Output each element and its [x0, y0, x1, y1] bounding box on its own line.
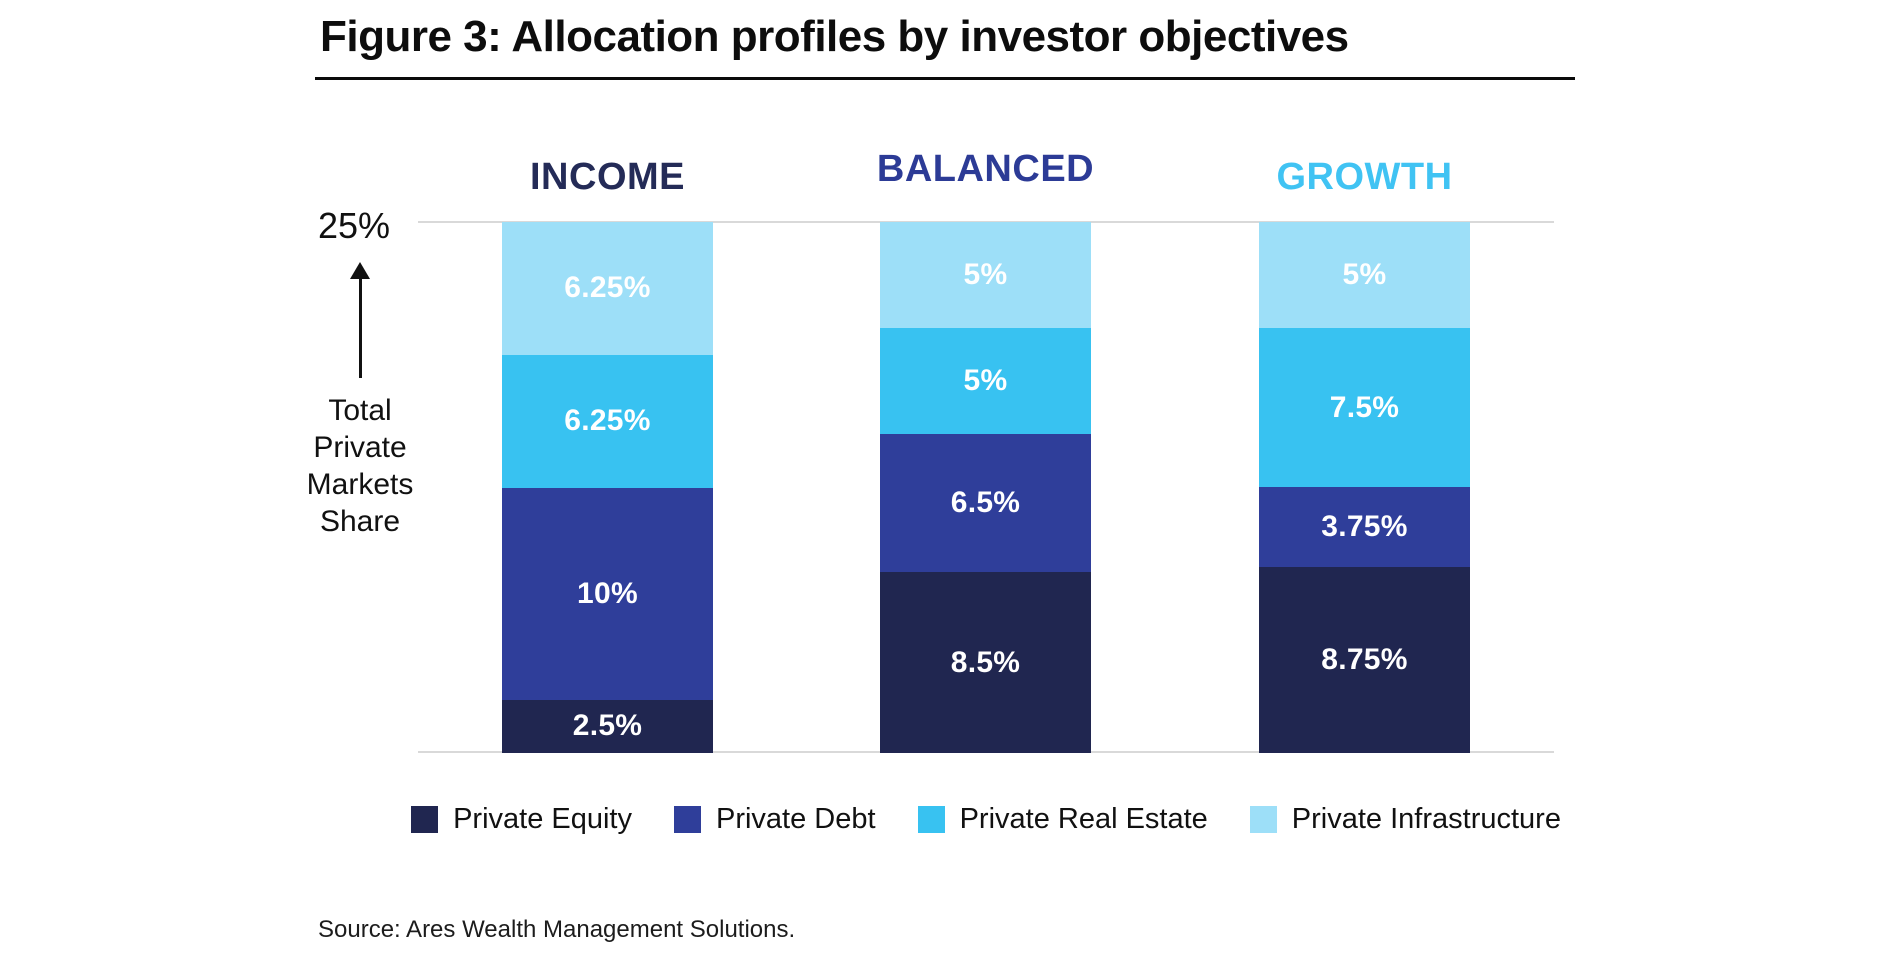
legend-swatch — [917, 806, 945, 833]
segment-value-label: 5% — [963, 364, 1008, 398]
legend-item-private-real-estate: Private Real Estate — [917, 803, 1208, 836]
segment-value-label: 6.5% — [950, 486, 1021, 520]
segment-value-label: 7.5% — [1329, 390, 1400, 424]
y-axis-label: Total Private Markets Share — [306, 394, 414, 538]
legend-label: Private Infrastructure — [1291, 803, 1561, 835]
bar-balanced: 5% 5% 6.5% 8.5% — [880, 222, 1091, 753]
segment-value-label: 8.5% — [950, 645, 1021, 679]
segment-income-private-infrastructure: 6.25% — [502, 222, 713, 355]
legend-label: Private Equity — [453, 803, 632, 835]
segment-value-label: 5% — [963, 258, 1008, 292]
segment-value-label: 6.25% — [564, 271, 651, 305]
segment-income-private-debt: 10% — [502, 487, 713, 700]
arrow-head — [350, 262, 370, 279]
segment-growth-private-equity: 8.75% — [1259, 567, 1470, 753]
segment-growth-private-infrastructure: 5% — [1259, 222, 1470, 329]
bar-income: 6.25% 6.25% 10% 2.5% — [502, 222, 713, 753]
up-arrow-icon — [344, 262, 376, 378]
legend-label: Private Debt — [715, 803, 876, 835]
segment-growth-private-debt: 3.75% — [1259, 487, 1470, 568]
segment-balanced-private-infrastructure: 5% — [880, 222, 1091, 329]
segment-value-label: 8.75% — [1321, 643, 1408, 677]
legend-swatch — [673, 806, 701, 833]
segment-value-label: 3.75% — [1321, 510, 1408, 544]
segment-income-private-equity: 2.5% — [502, 699, 713, 753]
segment-value-label: 10% — [577, 576, 638, 610]
segment-balanced-private-debt: 6.5% — [880, 434, 1091, 573]
legend-swatch — [1249, 806, 1277, 833]
segment-growth-private-real-estate: 7.5% — [1259, 328, 1470, 488]
legend-label: Private Real Estate — [959, 803, 1208, 835]
segment-income-private-real-estate: 6.25% — [502, 354, 713, 488]
segment-value-label: 2.5% — [572, 709, 643, 743]
segment-balanced-private-real-estate: 5% — [880, 328, 1091, 435]
legend: Private Equity Private Debt Private Real E… — [411, 803, 1561, 836]
segment-value-label: 6.25% — [564, 404, 651, 438]
legend-item-private-infrastructure: Private Infrastructure — [1249, 803, 1561, 836]
legend-item-private-debt: Private Debt — [673, 803, 876, 836]
bar-growth: 5% 7.5% 3.75% 8.75% — [1259, 222, 1470, 753]
source-note: Source: Ares Wealth Management Solutions… — [318, 916, 796, 943]
y-axis-tick-25: 25% — [317, 205, 390, 246]
legend-swatch — [411, 806, 439, 833]
legend-item-private-equity: Private Equity — [411, 803, 632, 836]
column-header-growth: GROWTH — [1276, 156, 1453, 198]
figure-title: Figure 3: Allocation profiles by investo… — [320, 12, 1349, 61]
segment-value-label: 5% — [1342, 258, 1387, 292]
title-underline — [315, 77, 1575, 80]
arrow-shaft — [358, 279, 362, 378]
segment-balanced-private-equity: 8.5% — [880, 572, 1091, 753]
column-header-balanced: BALANCED — [876, 148, 1095, 190]
column-header-income: INCOME — [530, 156, 685, 198]
